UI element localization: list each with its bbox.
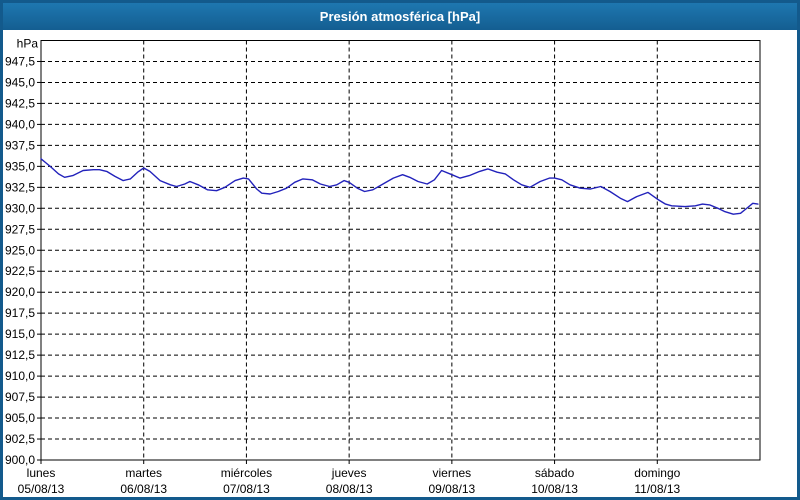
day-date-label: 11/08/13 — [634, 482, 680, 496]
chart-titlebar: Presión atmosférica [hPa] — [3, 3, 797, 30]
y-tick-label: 932,5 — [5, 180, 35, 194]
y-tick-label: 940,0 — [5, 117, 35, 131]
day-name-label: sábado — [535, 466, 575, 480]
y-tick-label: 925,0 — [5, 243, 35, 257]
day-name-label: martes — [125, 466, 162, 480]
y-tick-label: 917,5 — [5, 306, 35, 320]
day-date-label: 10/08/13 — [531, 482, 578, 496]
y-tick-label: 945,0 — [5, 75, 35, 89]
day-name-label: lunes — [27, 466, 56, 480]
y-tick-label: 907,5 — [5, 390, 35, 404]
y-tick-label: 942,5 — [5, 96, 35, 110]
y-tick-label: 915,0 — [5, 327, 35, 341]
y-tick-label: 910,0 — [5, 369, 35, 383]
y-axis-unit-label: hPa — [17, 37, 39, 51]
day-name-label: viernes — [433, 466, 472, 480]
day-date-label: 05/08/13 — [18, 482, 65, 496]
y-tick-label: 927,5 — [5, 222, 35, 236]
chart-title: Presión atmosférica [hPa] — [319, 9, 481, 24]
y-tick-label: 930,0 — [5, 201, 35, 215]
chart-content: 947,5 945,0 942,5 940,0 937,5 935,0 932,5 930,0… — [3, 30, 797, 497]
day-name-label: jueves — [331, 466, 367, 480]
y-tick-label: 912,5 — [5, 348, 35, 362]
y-tick-label: 902,5 — [5, 432, 35, 446]
day-date-label: 06/08/13 — [120, 482, 167, 496]
y-tick-label: 900,0 — [5, 453, 35, 467]
y-tick-label: 905,0 — [5, 411, 35, 425]
day-name-label: miércoles — [221, 466, 272, 480]
pressure-plot: 947,5 945,0 942,5 940,0 937,5 935,0 932,5 930,0… — [5, 37, 761, 496]
y-tick-label: 935,0 — [5, 159, 35, 173]
y-tick-label: 920,0 — [5, 285, 35, 299]
day-date-label: 09/08/13 — [428, 482, 475, 496]
y-tick-label: 947,5 — [5, 54, 35, 68]
y-tick-label: 937,5 — [5, 138, 35, 152]
day-date-label: 08/08/13 — [326, 482, 373, 496]
plot-border — [40, 40, 761, 461]
y-tick-label: 922,5 — [5, 264, 35, 278]
day-name-label: domingo — [634, 466, 680, 480]
pressure-line — [40, 158, 759, 215]
day-date-label: 07/08/13 — [223, 482, 270, 496]
